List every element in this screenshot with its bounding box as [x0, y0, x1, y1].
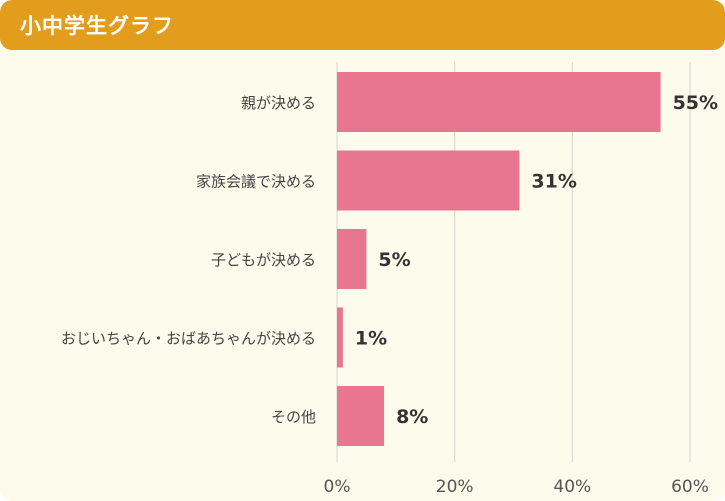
value-label: 5% [378, 249, 410, 271]
bar [337, 386, 385, 446]
x-tick-label: 60% [671, 477, 709, 497]
category-label: 親が決める [241, 94, 316, 112]
x-tick-label: 20% [436, 477, 474, 497]
bar [337, 150, 520, 211]
bar [337, 72, 661, 132]
value-label: 1% [355, 328, 387, 350]
bar [337, 307, 343, 368]
category-label: おじいちゃん・おばあちゃんが決める [61, 330, 316, 348]
value-label: 31% [531, 171, 576, 193]
category-label: その他 [271, 408, 316, 426]
value-label: 8% [396, 406, 428, 428]
x-tick-label: 40% [553, 477, 591, 497]
chart-title: 小中学生グラフ [20, 14, 174, 38]
bar [337, 229, 367, 289]
category-label: 子どもが決める [211, 251, 316, 269]
value-label: 55% [673, 92, 718, 114]
header-bar: 小中学生グラフ [0, 0, 725, 50]
x-tick-label: 0% [324, 477, 351, 497]
category-label: 家族会議で決める [196, 173, 316, 191]
